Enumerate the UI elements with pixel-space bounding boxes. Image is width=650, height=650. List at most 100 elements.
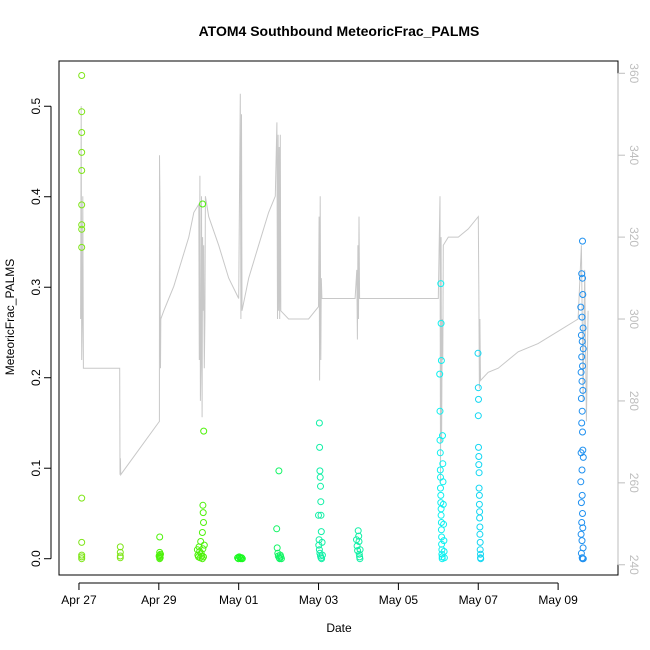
data-point bbox=[475, 443, 482, 451]
series-6 bbox=[436, 280, 448, 563]
data-point bbox=[438, 546, 446, 554]
data-point bbox=[475, 453, 483, 460]
data-point bbox=[317, 498, 325, 506]
data-point bbox=[200, 519, 207, 526]
data-point bbox=[578, 419, 586, 427]
data-point bbox=[437, 280, 445, 288]
right-axis-tick-label: 260 bbox=[627, 473, 641, 493]
data-point bbox=[475, 491, 483, 499]
right-axis-tick-label: 320 bbox=[627, 227, 641, 247]
data-point bbox=[156, 533, 164, 541]
data-point bbox=[277, 555, 285, 563]
data-point bbox=[318, 555, 326, 563]
y-tick-label: 0.3 bbox=[29, 279, 43, 296]
data-point bbox=[317, 511, 325, 519]
data-point bbox=[477, 555, 485, 563]
data-point bbox=[318, 538, 326, 546]
data-point bbox=[440, 554, 448, 562]
data-point bbox=[157, 550, 164, 558]
data-point bbox=[78, 108, 86, 116]
chart-title: ATOM4 Southbound MeteoricFrac_PALMS bbox=[199, 23, 480, 39]
y-tick-label: 0.1 bbox=[29, 460, 43, 477]
data-point bbox=[477, 550, 484, 558]
right-axis-tick-label: 300 bbox=[627, 309, 641, 329]
data-point bbox=[579, 555, 587, 563]
data-point bbox=[436, 449, 444, 457]
data-point bbox=[78, 555, 86, 563]
data-point bbox=[437, 519, 445, 526]
data-point bbox=[578, 537, 586, 545]
data-point bbox=[315, 419, 323, 427]
data-point bbox=[439, 500, 447, 508]
data-point bbox=[579, 345, 587, 353]
data-point bbox=[578, 407, 586, 415]
data-point bbox=[78, 148, 86, 156]
right-axis-tick-label: 360 bbox=[627, 63, 641, 83]
data-point bbox=[476, 514, 484, 522]
data-point bbox=[476, 530, 484, 538]
data-point bbox=[579, 453, 587, 461]
data-point bbox=[317, 528, 325, 536]
data-point bbox=[199, 200, 207, 208]
data-point bbox=[579, 524, 587, 532]
data-point bbox=[438, 533, 446, 541]
data-point bbox=[354, 527, 362, 535]
data-point bbox=[476, 546, 484, 554]
data-point bbox=[200, 553, 207, 561]
data-point bbox=[436, 466, 444, 474]
data-point bbox=[578, 313, 586, 321]
x-tick-label: May 05 bbox=[379, 593, 419, 607]
series-1 bbox=[78, 72, 124, 563]
data-point bbox=[200, 427, 208, 435]
data-point bbox=[355, 550, 363, 558]
data-point bbox=[355, 538, 363, 545]
data-point bbox=[437, 484, 444, 492]
data-point bbox=[78, 538, 86, 546]
data-point bbox=[317, 482, 324, 490]
data-point bbox=[437, 319, 445, 327]
x-tick-label: May 09 bbox=[538, 593, 578, 607]
data-point bbox=[275, 467, 283, 475]
data-point bbox=[198, 555, 206, 563]
series-7 bbox=[474, 349, 485, 563]
data-point bbox=[579, 510, 586, 517]
data-point bbox=[437, 511, 445, 519]
data-point bbox=[475, 461, 483, 469]
data-point bbox=[238, 555, 246, 563]
data-point bbox=[578, 491, 586, 499]
data-point bbox=[577, 303, 585, 311]
y-axis-label: MeteoricFrac_PALMS bbox=[3, 259, 17, 375]
data-point bbox=[116, 554, 124, 562]
data-point bbox=[273, 544, 281, 552]
y-tick-label: 0.5 bbox=[29, 98, 43, 115]
data-point bbox=[579, 237, 586, 245]
x-axis-label: Date bbox=[326, 621, 352, 635]
y-tick-label: 0.4 bbox=[29, 188, 43, 205]
data-point bbox=[78, 225, 86, 233]
data-point bbox=[155, 552, 163, 560]
data-point bbox=[356, 555, 364, 563]
data-point bbox=[78, 129, 86, 136]
data-point bbox=[474, 349, 482, 357]
data-point bbox=[200, 541, 208, 549]
data-point bbox=[577, 499, 585, 507]
data-point bbox=[476, 538, 484, 546]
right-axis-tick-label: 280 bbox=[627, 391, 641, 411]
data-point bbox=[199, 545, 207, 553]
data-point bbox=[198, 529, 206, 536]
data-point bbox=[116, 548, 124, 556]
data-point bbox=[197, 538, 205, 545]
data-point bbox=[436, 407, 444, 415]
data-point bbox=[577, 368, 585, 376]
data-point bbox=[578, 338, 586, 345]
data-point bbox=[78, 221, 86, 229]
data-point bbox=[578, 270, 586, 278]
data-point bbox=[474, 384, 482, 392]
data-point bbox=[436, 370, 444, 378]
data-point bbox=[273, 525, 281, 533]
background-line-layer bbox=[80, 93, 589, 483]
x-tick-label: May 07 bbox=[459, 593, 499, 607]
data-point bbox=[475, 469, 483, 477]
data-point bbox=[476, 523, 484, 531]
